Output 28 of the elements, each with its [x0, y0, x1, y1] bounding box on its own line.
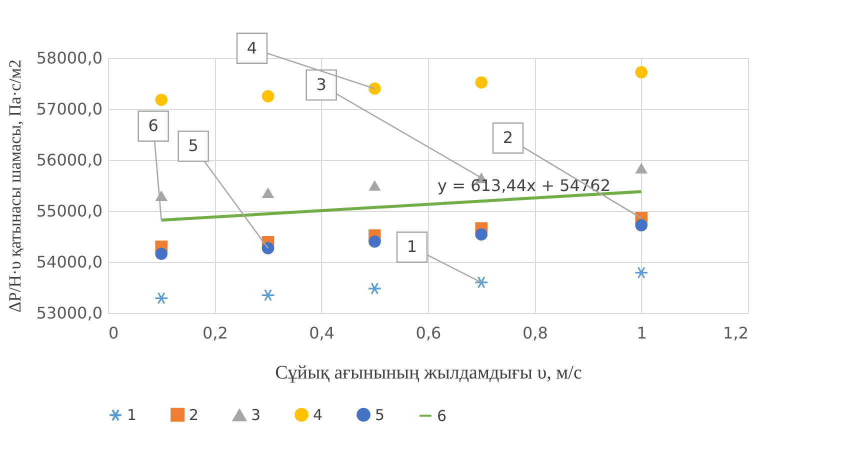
y-tick-label: 54000,0 — [36, 252, 102, 272]
y-tick-label: 53000,0 — [36, 304, 102, 322]
legend-label: 3 — [251, 406, 261, 424]
annotation: y = 613,44x + 54762 — [438, 176, 610, 195]
x-tick-label: 0 — [108, 324, 119, 342]
annotation: 6 — [148, 116, 158, 136]
x-tick-label: 0,2 — [202, 324, 228, 342]
x-axis-title: Сұйық ағынының жылдамдығы υ, м/с — [275, 362, 582, 384]
y-tick-label: 57000,0 — [36, 100, 102, 118]
annotation: 5 — [188, 136, 198, 156]
y-axis-title: ΔP/H·υ қатынасы шамасы, Па·с/м2 — [5, 59, 24, 313]
annotation: 2 — [502, 128, 514, 148]
y-tick-label: 58000,0 — [36, 48, 102, 68]
legend-label: 6 — [437, 406, 447, 425]
x-tick-label: 1,2 — [723, 324, 748, 342]
legend-label: 4 — [313, 406, 323, 424]
annotation: 1 — [406, 237, 418, 256]
x-tick-label: 0,8 — [522, 324, 548, 342]
annotation: 4 — [246, 38, 258, 58]
x-tick-label: 1 — [636, 324, 647, 342]
x-tick-label: 0,6 — [416, 324, 442, 342]
x-tick-label: 0,4 — [309, 324, 335, 342]
y-tick-label: 56000,0 — [36, 150, 102, 170]
y-tick-label: 55000,0 — [36, 202, 102, 220]
legend-label: 2 — [189, 406, 199, 424]
legend-label: 1 — [127, 406, 137, 424]
annotation: 3 — [316, 75, 326, 94]
legend-label: 5 — [375, 406, 385, 424]
